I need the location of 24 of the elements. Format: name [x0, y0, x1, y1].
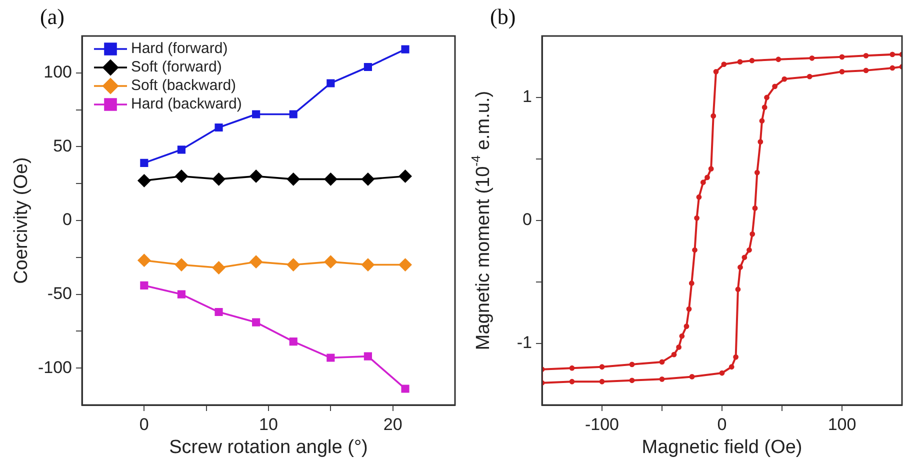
legend-label: Hard (backward)	[131, 96, 242, 113]
x-axis-title: Screw rotation angle (°)	[169, 437, 368, 458]
y-tick-label: 0	[522, 210, 532, 230]
x-tick-label: 0	[717, 414, 727, 434]
x-tick-label: 0	[139, 414, 149, 434]
chart-title: (a)	[40, 4, 64, 29]
y-tick-label: 50	[53, 136, 72, 156]
x-tick-label: 10	[259, 414, 278, 434]
legend-label: Soft (backward)	[131, 77, 236, 94]
legend-label: Hard (forward)	[131, 40, 228, 58]
y-tick-label: -100	[38, 358, 72, 377]
x-tick-label: 100	[828, 414, 856, 434]
y-tick-label: -1	[516, 333, 532, 352]
x-axis-title: Magnetic field (Oe)	[642, 437, 802, 458]
x-tick-label: 20	[383, 414, 402, 434]
y-axis-title: Magnetic moment (10-4 e.m.u.)	[469, 90, 494, 350]
y-tick-label: -50	[47, 284, 72, 303]
legend-label: Soft (forward)	[131, 58, 222, 76]
x-tick-label: -100	[584, 414, 620, 434]
y-tick-label: 0	[62, 210, 72, 230]
y-axis-title: Coercivity (Oe)	[11, 157, 32, 284]
y-tick-label: 1	[522, 87, 532, 106]
y-tick-label: 100	[44, 62, 72, 82]
chart-title: (b)	[490, 4, 516, 29]
